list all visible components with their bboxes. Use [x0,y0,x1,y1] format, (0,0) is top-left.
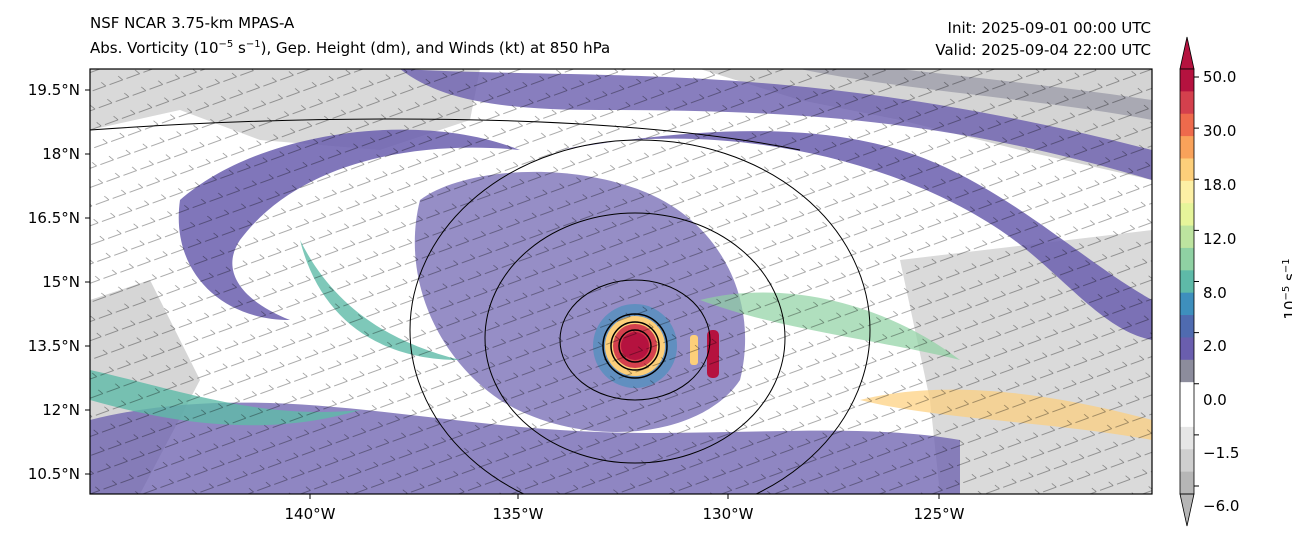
lat-tick: 13.5°N [27,337,80,355]
lon-tick: 130°W [702,505,754,523]
colorbar-swatch [1180,136,1194,159]
colorbar-swatch [1180,113,1194,137]
lon-tick: 140°W [284,505,336,523]
colorbar [1179,36,1199,527]
map-title: NSF NCAR 3.75-km MPAS-A [90,14,295,32]
colorbar-tick: 18.0 [1203,176,1237,194]
colorbar-swatch [1180,158,1194,182]
lat-tick: 12°N [42,401,80,419]
init-time: Init: 2025-09-01 00:00 UTC [947,19,1151,37]
colorbar-tick: 2.0 [1203,337,1227,355]
colorbar-swatch [1180,404,1194,428]
colorbar-swatch [1180,471,1194,495]
lat-tick: 18°N [42,145,80,163]
colorbar-swatch [1180,247,1194,271]
lon-tick: 135°W [492,505,544,523]
colorbar-swatch [1180,270,1194,294]
colorbar-swatch [1180,180,1194,204]
colorbar-swatch [1180,315,1194,338]
map-subtitle: Abs. Vorticity (10−5 s−1), Gep. Height (… [90,39,611,57]
lat-tick: 19.5°N [27,81,80,99]
colorbar-swatch [1180,69,1194,92]
valid-time: Valid: 2025-09-04 22:00 UTC [935,41,1151,59]
vorticity-field [90,69,1152,494]
wind-barbs [90,69,1152,494]
colorbar-tick: 0.0 [1203,391,1227,409]
lat-tick: 16.5°N [27,209,80,227]
colorbar-swatch [1180,426,1194,450]
colorbar-tick: −6.0 [1203,497,1240,515]
colorbar-extend-max [1179,36,1195,70]
colorbar-tick: 50.0 [1203,68,1237,86]
colorbar-tick: 8.0 [1203,284,1227,302]
colorbar-swatch [1180,203,1194,227]
lat-tick: 15°N [42,273,80,291]
axis-ticks [85,89,940,499]
colorbar-tick: 12.0 [1203,230,1237,248]
colorbar-swatch [1180,292,1194,316]
lon-tick: 125°W [913,505,965,523]
colorbar-label: 10−5 s−1 [1281,258,1292,320]
colorbar-tick: −1.5 [1203,444,1240,462]
lat-tick: 10.5°N [27,465,80,483]
colorbar-swatch [1180,91,1194,115]
colorbar-swatch [1180,225,1194,249]
colorbar-swatch [1180,382,1194,406]
colorbar-swatch [1180,337,1194,361]
colorbar-tick: 30.0 [1203,122,1237,140]
colorbar-swatch [1180,449,1194,473]
colorbar-extend-min [1179,493,1195,527]
colorbar-swatch [1180,359,1194,383]
